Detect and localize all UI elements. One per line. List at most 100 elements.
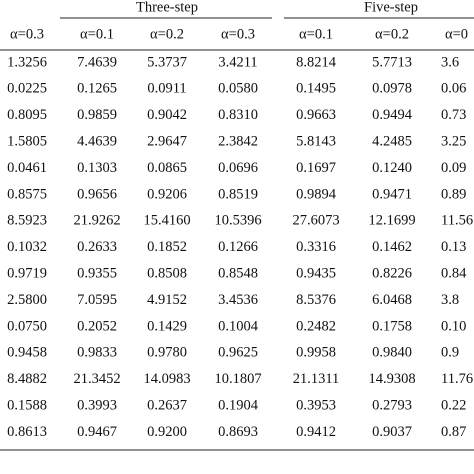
cell: 0.1904: [218, 398, 259, 414]
cell: 3.4211: [218, 54, 257, 70]
cell: 0.9435: [296, 266, 336, 282]
cell: 0.0696: [218, 160, 258, 176]
column-header: α=0.2: [150, 26, 184, 42]
cell: 0.9037: [372, 424, 412, 440]
cell: 0.9355: [77, 266, 117, 282]
cell: 0.1697: [296, 160, 336, 176]
cell: 0.8226: [372, 266, 412, 282]
column-header: α=0.1: [299, 26, 333, 42]
column-header: α=0.1: [80, 26, 114, 42]
cell: 0.9467: [77, 424, 117, 440]
cell: 0.8613: [7, 424, 47, 440]
cell: 0.1265: [77, 81, 117, 97]
cell: 0.73: [441, 107, 466, 123]
cell: 0.2482: [296, 318, 336, 334]
cell: 3.25: [441, 134, 466, 150]
cell: 3.4536: [218, 292, 258, 308]
cell: 5.3737: [147, 54, 187, 70]
cell: 0.9840: [372, 345, 412, 361]
cell: 12.1699: [368, 213, 415, 229]
column-header: α=0: [445, 26, 468, 42]
cell: 8.4882: [7, 371, 47, 387]
cell: 21.3452: [73, 371, 120, 387]
cell: 8.5923: [7, 213, 47, 229]
cell: 8.5376: [296, 292, 336, 308]
cell: 0.0750: [7, 318, 47, 334]
cell: 14.9308: [368, 371, 415, 387]
cell: 0.09: [441, 160, 466, 176]
cell: 14.0983: [143, 371, 190, 387]
cell: 0.2793: [372, 398, 412, 414]
group-header: Three-step: [136, 0, 198, 15]
cell: 7.4639: [77, 54, 117, 70]
cell: 0.1032: [7, 239, 47, 255]
cell: 0.0461: [7, 160, 47, 176]
cell: 0.9042: [147, 107, 187, 123]
cell: 5.8143: [296, 134, 336, 150]
cell: 4.4639: [77, 134, 117, 150]
cell: 15.4160: [143, 213, 190, 229]
cell: 0.9458: [7, 345, 47, 361]
cell: 0.2633: [77, 239, 117, 255]
cell: 0.0580: [218, 81, 258, 97]
cell: 0.8508: [147, 266, 187, 282]
cell: 0.84: [441, 266, 467, 282]
cell: 0.06: [441, 81, 466, 97]
cell: 0.9200: [147, 424, 187, 440]
cell: 0.22: [441, 398, 466, 414]
cell: 0.1495: [296, 81, 336, 97]
cell: 0.1429: [147, 318, 187, 334]
cell: 0.2052: [77, 318, 117, 334]
cell: 1.3256: [7, 54, 47, 70]
cell: 0.9719: [7, 266, 47, 282]
cell: 0.1852: [147, 239, 187, 255]
cell: 0.1462: [372, 239, 412, 255]
column-header: α=0.3: [221, 26, 255, 42]
cell: 21.9262: [73, 213, 120, 229]
cell: 2.3842: [218, 134, 258, 150]
cell: 0.8693: [218, 424, 258, 440]
cell: 0.10: [441, 318, 466, 334]
cell: 0.1004: [218, 318, 259, 334]
cell: 0.3993: [77, 398, 117, 414]
cell: 0.9958: [296, 345, 336, 361]
cell: 0.8548: [218, 266, 258, 282]
cell: 5.7713: [372, 54, 412, 70]
cell: 0.3953: [296, 398, 336, 414]
cell: 2.5800: [7, 292, 47, 308]
cell: 0.8310: [218, 107, 258, 123]
cell: 0.9780: [147, 345, 187, 361]
cell: 0.9494: [372, 107, 413, 123]
cell: 1.5805: [7, 134, 47, 150]
cell: 0.9412: [296, 424, 336, 440]
cell: 0.1758: [372, 318, 412, 334]
group-header: Five-step: [364, 0, 418, 15]
cell: 11.76: [441, 371, 473, 387]
cell: 27.6073: [292, 213, 339, 229]
cell: 0.0225: [7, 81, 47, 97]
column-header: α=0.3: [10, 26, 44, 42]
cell: 10.1807: [214, 371, 261, 387]
cell: 11.56: [441, 213, 473, 229]
cell: 8.8214: [296, 54, 337, 70]
cell: 0.8519: [218, 186, 258, 202]
cell: 10.5396: [214, 213, 261, 229]
cell: 7.0595: [77, 292, 117, 308]
cell: 0.9859: [77, 107, 117, 123]
cell: 0.87: [441, 424, 466, 440]
cell: 0.13: [441, 239, 466, 255]
cell: 3.8: [441, 292, 459, 308]
cell: 0.9663: [296, 107, 336, 123]
cell: 0.9625: [218, 345, 258, 361]
cell: 0.0911: [147, 81, 186, 97]
cell: 0.8095: [7, 107, 47, 123]
cell: 0.3316: [296, 239, 336, 255]
cell: 0.89: [441, 186, 466, 202]
cell: 4.2485: [372, 134, 412, 150]
cell: 0.1240: [372, 160, 412, 176]
cell: 0.2637: [147, 398, 187, 414]
cell: 0.9: [441, 345, 459, 361]
cell: 0.0865: [147, 160, 187, 176]
cell: 21.1311: [293, 371, 340, 387]
